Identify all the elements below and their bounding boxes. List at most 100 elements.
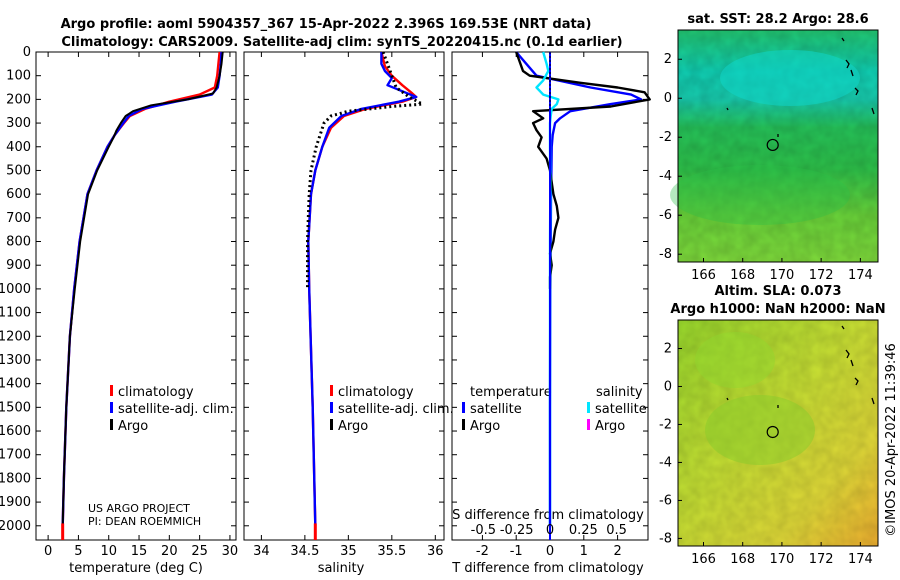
map-x-tick-label: 166: [691, 552, 716, 567]
sal-legend-climatology-swatch: [330, 385, 333, 396]
x-tick-label: 35.5: [377, 544, 406, 559]
project-note-line1: US ARGO PROJECT: [88, 502, 190, 515]
y-tick-label: 300: [6, 116, 31, 131]
legend-satellite: satellite-adj. clim.: [118, 402, 234, 417]
difference-legend: temperature salinity satellite Argo sate…: [462, 385, 647, 434]
map-x-tick-label: 172: [809, 268, 834, 283]
sla-low: [705, 395, 815, 465]
legend-argo: Argo: [118, 419, 148, 434]
map-y-tick-label: -6: [659, 208, 672, 223]
sla-map: Altim. SLA: 0.073 Argo h1000: NaN h2000:…: [670, 284, 886, 547]
map-y-tick-label: -2: [659, 130, 672, 145]
x-tick-label: 1: [580, 544, 588, 559]
s-diff-tick-label: -0.5: [471, 523, 496, 538]
t-difference-xlabel: T difference from climatology: [451, 561, 644, 576]
map-x-tick-label: 168: [730, 268, 755, 283]
sst-coastlines: [726, 37, 875, 137]
x-tick-label: 34: [253, 544, 270, 559]
y-tick-label: 100: [6, 69, 31, 84]
diff-legend-s-satellite-swatch: [587, 402, 590, 413]
diff-legend-t-satellite-swatch: [462, 402, 465, 413]
series-line-climatology: [61, 51, 221, 526]
x-tick-label: 36: [427, 544, 444, 559]
diff-legend-salinity-title: salinity: [596, 385, 643, 400]
x-tick-label: -1: [510, 544, 523, 559]
x-tick-label: -2: [476, 544, 489, 559]
y-tick-label: 900: [6, 258, 31, 273]
x-tick-label: 5: [74, 544, 82, 559]
salinity-panel: [243, 51, 445, 541]
map-x-tick-label: 172: [809, 552, 834, 567]
map-y-tick-label: -2: [659, 417, 672, 432]
sal-legend-climatology: climatology: [338, 385, 414, 400]
sla-coastlines: [726, 325, 875, 408]
legend-climatology: climatology: [118, 385, 194, 400]
map-x-tick-label: 174: [848, 268, 873, 283]
map-x-tick-label: 170: [770, 552, 795, 567]
x-tick-label: 15: [131, 544, 148, 559]
map-x-tick-label: 170: [770, 268, 795, 283]
y-tick-label: 1500: [0, 400, 31, 415]
map-x-tick-label: 174: [848, 552, 873, 567]
chart-marks: 0100200300400500600700800900100011001200…: [0, 45, 873, 567]
x-tick-label: 35: [340, 544, 357, 559]
salinity-legend: climatology satellite-adj. clim. Argo: [330, 385, 454, 434]
y-tick-label: 400: [6, 140, 31, 155]
x-tick-label: 10: [100, 544, 117, 559]
x-tick-label: 30: [222, 544, 239, 559]
y-tick-label: 1900: [0, 495, 31, 510]
s-diff-tick-label: 0.5: [606, 523, 627, 538]
x-tick-label: 25: [191, 544, 208, 559]
diff-legend-t-argo-swatch: [462, 419, 465, 430]
y-tick-label: 2000: [0, 519, 31, 534]
y-tick-label: 1700: [0, 448, 31, 463]
sal-legend-satellite-swatch: [330, 402, 333, 413]
sal-legend-satellite: satellite-adj. clim.: [338, 402, 454, 417]
diff-legend-t-satellite: satellite: [470, 402, 522, 417]
salinity-xlabel: salinity: [318, 561, 365, 576]
figure-title: Argo profile: aoml 5904357_367 15-Apr-20…: [61, 17, 592, 32]
legend-climatology-swatch: [110, 385, 113, 396]
y-tick-label: 600: [6, 187, 31, 202]
sst-map-frame: [677, 29, 879, 263]
s-diff-tick-label: 0.25: [569, 523, 598, 538]
y-tick-label: 200: [6, 92, 31, 107]
sla-argo-position: [766, 425, 779, 439]
series-line-argo: [306, 51, 424, 289]
diff-legend-s-satellite: satellite: [595, 402, 647, 417]
sst-argo-position: [766, 138, 779, 152]
x-tick-label: 20: [161, 544, 178, 559]
figure-subtitle: Climatology: CARS2009. Satellite-adj cli…: [61, 35, 622, 50]
y-tick-label: 0: [23, 45, 31, 60]
sla-map-title: Altim. SLA: 0.073: [715, 284, 842, 299]
sla-map-subtitle: Argo h1000: NaN h2000: NaN: [670, 302, 885, 317]
map-y-tick-label: -4: [659, 455, 672, 470]
sla-map-frame: [677, 319, 879, 547]
map-y-tick-label: -8: [659, 247, 672, 262]
series-line-satellite-adj-clim-: [61, 51, 223, 526]
series-line-argo: [61, 51, 224, 526]
sst-map-title: sat. SST: 28.2 Argo: 28.6: [687, 12, 868, 27]
map-x-tick-label: 168: [730, 552, 755, 567]
temperature-xlabel: temperature (deg C): [69, 561, 203, 576]
y-tick-label: 500: [6, 163, 31, 178]
x-tick-label: 0: [44, 544, 52, 559]
map-y-tick-label: 0: [664, 91, 672, 106]
x-tick-label: 2: [613, 544, 621, 559]
y-tick-label: 700: [6, 211, 31, 226]
sla-low-north: [695, 332, 775, 388]
y-tick-label: 1000: [0, 282, 31, 297]
y-tick-label: 1200: [0, 329, 31, 344]
sst-band: [670, 165, 850, 225]
sst-warm-pool: [720, 50, 860, 106]
sal-legend-argo-swatch: [330, 419, 333, 430]
s-diff-tick-label: -0.25: [500, 523, 534, 538]
sst-map: sat. SST: 28.2 Argo: 28.6: [670, 12, 879, 263]
series-line-argo-t-diff: [515, 51, 651, 289]
series-line-satellite-adj-clim-: [307, 52, 418, 526]
sal-legend-argo: Argo: [338, 419, 368, 434]
y-tick-label: 800: [6, 235, 31, 250]
map-y-tick-label: 2: [664, 341, 672, 356]
map-y-tick-label: -6: [659, 493, 672, 508]
